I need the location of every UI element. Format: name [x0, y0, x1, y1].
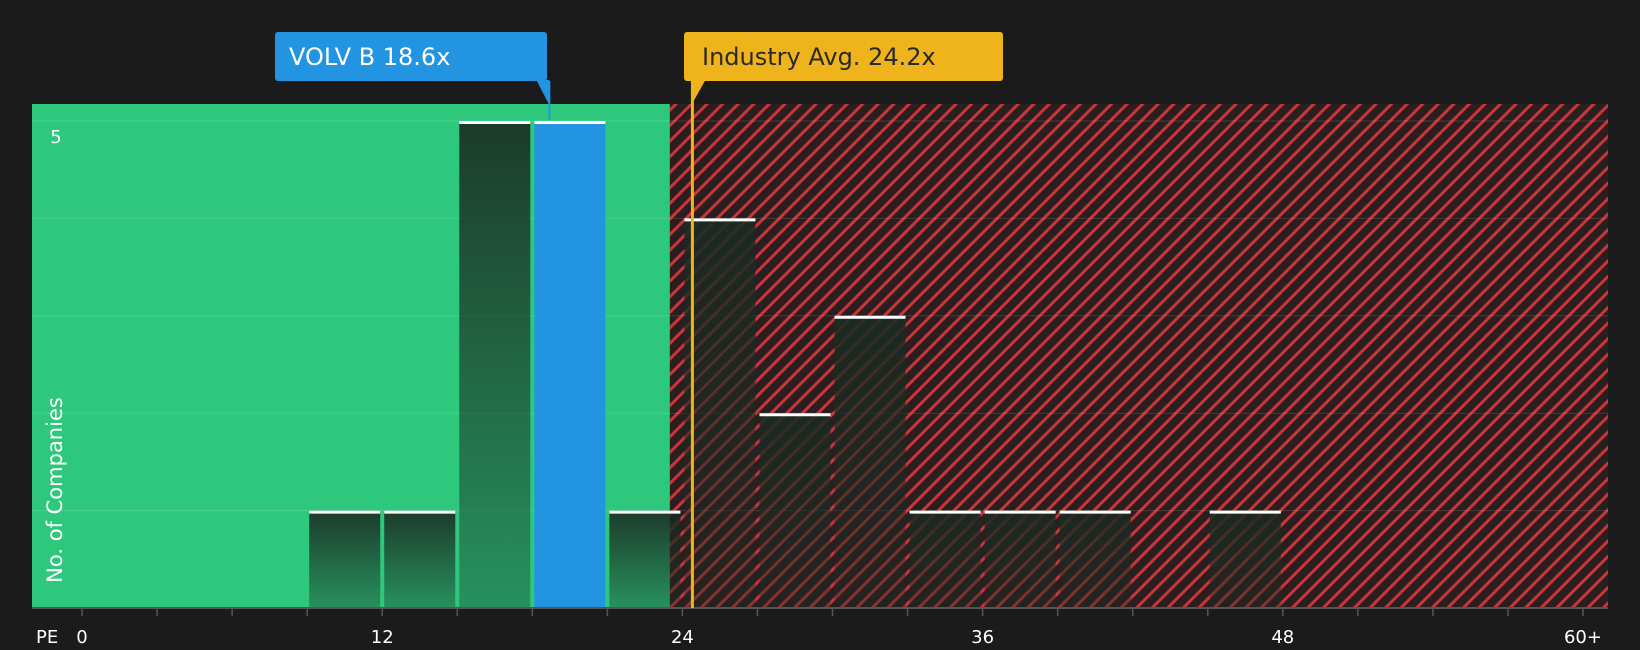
bar: [684, 218, 756, 608]
bar: [984, 510, 1056, 608]
x-tick-label: 36: [971, 627, 994, 648]
company-callout-label: VOLV B 18.6x: [289, 43, 450, 71]
company-bar: [534, 121, 606, 608]
bar: [1209, 510, 1281, 608]
industry-callout-pointer: [691, 80, 706, 105]
x-tick-label: 0: [76, 627, 87, 648]
company-callout-pointer: [536, 80, 550, 105]
bar: [309, 510, 381, 608]
industry-callout: [684, 32, 1003, 81]
bar: [909, 510, 981, 608]
x-tick-label: 48: [1271, 627, 1294, 648]
x-tick-label: 12: [371, 627, 394, 648]
y-tick-label: 5: [50, 127, 61, 148]
bar: [1059, 510, 1131, 608]
bar: [609, 510, 681, 608]
y-axis-label: No. of Companies: [43, 397, 67, 583]
bar: [834, 315, 906, 608]
x-tick-label: 24: [671, 627, 694, 648]
x-tick-label: 60+: [1564, 627, 1602, 648]
bar: [459, 121, 531, 608]
industry-callout-label: Industry Avg. 24.2x: [702, 43, 936, 71]
bar: [759, 413, 831, 608]
bar: [384, 510, 456, 608]
x-axis-label: PE: [36, 627, 58, 648]
company-callout: [275, 32, 547, 81]
